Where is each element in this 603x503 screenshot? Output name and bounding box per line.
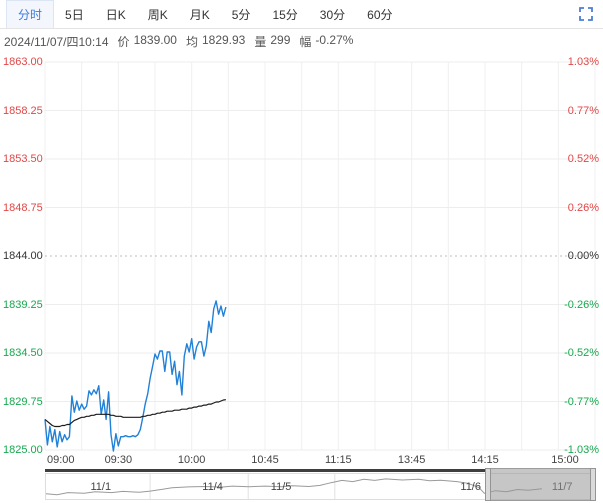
y-axis-price-label: 1834.50: [3, 347, 43, 359]
y-axis-percent-label: -0.77%: [564, 395, 599, 408]
x-axis-time-label: 11:15: [324, 454, 352, 466]
price-value: 1839.00: [133, 33, 177, 47]
volume-value: 299: [270, 33, 291, 47]
avg-label: 均: [185, 35, 198, 49]
period-tabbar: 分时 5日 日K 周K 月K 5分 15分 30分 60分: [0, 0, 603, 29]
tab-5day[interactable]: 5日: [65, 7, 84, 22]
price-chart[interactable]: [0, 0, 603, 470]
quote-datetime: 2024/11/07/四10:14: [4, 35, 109, 49]
y-axis-price-label: 1844.00: [3, 250, 43, 262]
tab-5min[interactable]: 5分: [231, 7, 251, 22]
y-axis-percent-label: -0.52%: [564, 347, 599, 359]
y-axis-price-label: 1839.25: [3, 298, 43, 311]
x-axis-time-label: 09:00: [47, 454, 75, 466]
y-axis-percent-label: 0.26%: [567, 201, 599, 214]
x-axis-time-label: 14:15: [471, 454, 499, 466]
price-label: 价: [117, 35, 130, 49]
navigator-window[interactable]: [485, 468, 596, 501]
average-line: [44, 399, 226, 428]
x-axis-time-label: 13:45: [397, 454, 426, 466]
x-axis-time-label: 15:00: [551, 454, 579, 466]
tab-weekly-k[interactable]: 周K: [147, 7, 168, 22]
y-axis-price-label: 1863.00: [3, 56, 43, 68]
y-axis-price-label: 1825.00: [3, 444, 43, 456]
quote-price: 价 1839.00: [118, 33, 177, 50]
tab-monthly-k[interactable]: 月K: [189, 7, 210, 22]
y-axis-percent-label: 0.00%: [567, 250, 599, 262]
date-range-navigator[interactable]: 11/111/411/511/611/7: [45, 468, 596, 501]
price-line: [44, 300, 227, 452]
x-axis-time-label: 09:30: [104, 454, 133, 466]
y-axis-price-label: 1848.75: [3, 201, 43, 214]
quote-change: 幅 -0.27%: [299, 33, 353, 50]
nav-date-label: 11/5: [270, 481, 292, 493]
y-axis-percent-label: -1.03%: [564, 444, 599, 456]
tab-intraday[interactable]: 分时: [6, 0, 55, 28]
nav-date-label: 11/6: [460, 481, 481, 493]
y-axis-price-label: 1858.25: [3, 104, 43, 117]
tab-15min[interactable]: 15分: [272, 7, 298, 22]
avg-value: 1829.93: [201, 33, 246, 47]
volume-label: 量: [254, 35, 267, 49]
quote-volume: 量 299: [254, 33, 290, 50]
x-axis-time-label: 10:00: [177, 454, 206, 466]
navigator-right-handle[interactable]: [589, 468, 596, 501]
change-label: 幅: [299, 35, 312, 49]
y-axis-percent-label: -0.26%: [564, 298, 599, 311]
fullscreen-icon[interactable]: [579, 0, 593, 28]
y-axis-price-label: 1853.50: [3, 153, 43, 165]
tab-60min[interactable]: 60分: [367, 7, 393, 22]
nav-date-label: 11/1: [90, 481, 112, 493]
tab-daily-k[interactable]: 日K: [105, 7, 126, 22]
x-axis-time-label: 10:45: [251, 454, 279, 466]
change-value: -0.27%: [315, 33, 354, 47]
quote-infobar: 2024/11/07/四10:14 价 1839.00 均 1829.93 量 …: [0, 29, 603, 54]
y-axis-percent-label: 0.77%: [567, 104, 599, 117]
y-axis-percent-label: 0.52%: [567, 153, 599, 165]
x-axis-bar: [45, 469, 489, 472]
quote-average: 均 1829.93: [186, 33, 245, 50]
y-axis-percent-label: 1.03%: [567, 56, 599, 68]
y-axis-price-label: 1829.75: [3, 395, 43, 408]
nav-mini-chart: [46, 474, 542, 499]
time-axis: 09:00 09:30 10:00 10:45 11:15 13:45 14:15 15:00: [0, 454, 603, 468]
nav-sparkline: [46, 478, 542, 496]
tab-30min[interactable]: 30分: [319, 7, 346, 22]
navigator-left-handle[interactable]: [485, 468, 492, 501]
nav-date-label: 11/4: [202, 481, 223, 493]
